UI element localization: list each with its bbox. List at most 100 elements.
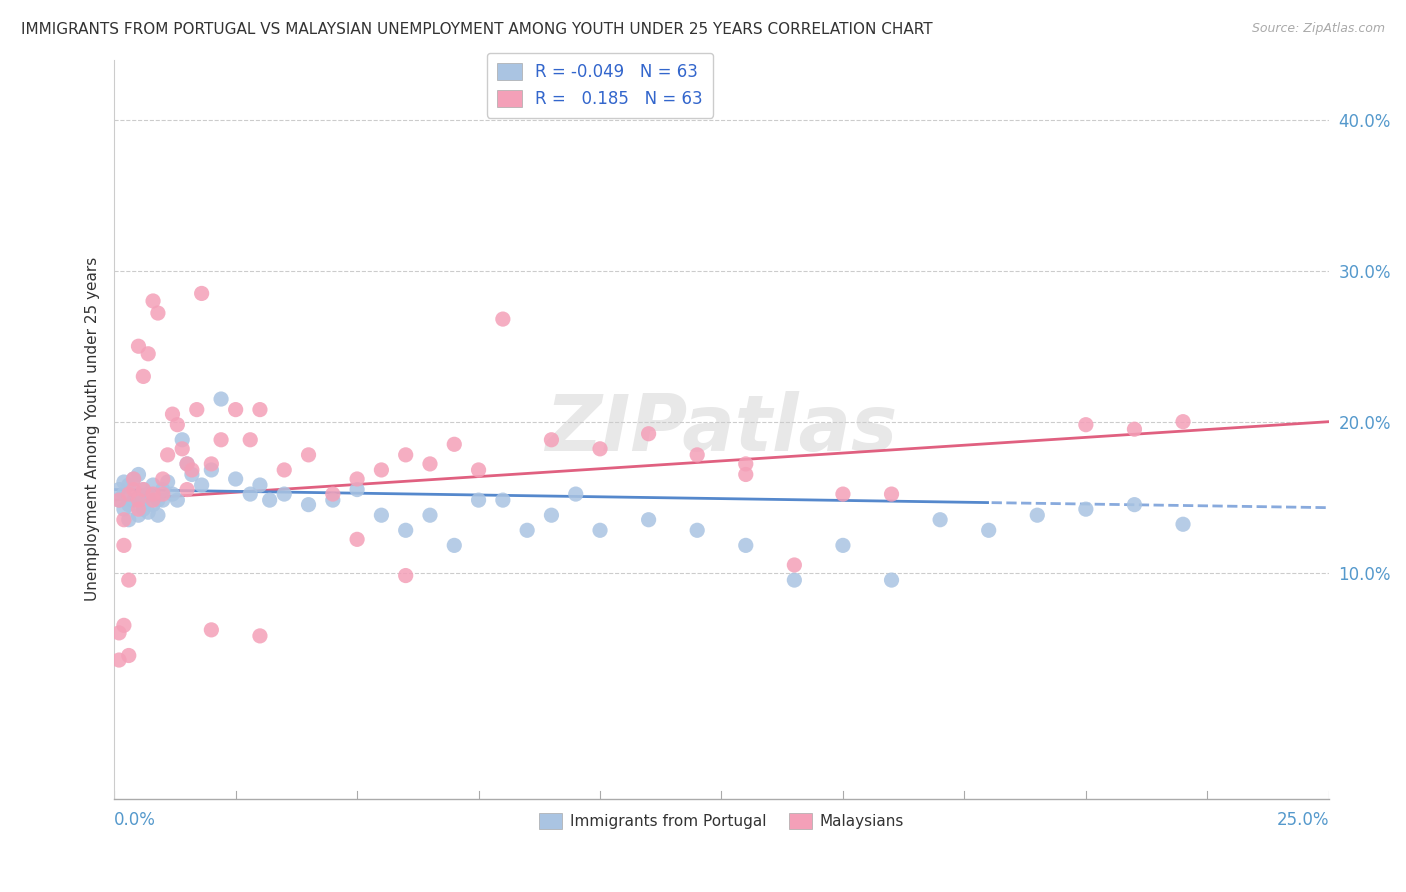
Point — [136, 487, 159, 501]
Point — [112, 475, 135, 489]
Point — [127, 508, 149, 523]
Point — [136, 505, 159, 519]
Point — [127, 502, 149, 516]
Point — [1074, 417, 1097, 432]
Point — [832, 538, 855, 552]
Point — [166, 493, 188, 508]
Point — [783, 558, 806, 572]
Point — [127, 493, 149, 508]
Point — [142, 478, 165, 492]
Point — [146, 493, 169, 508]
Point — [112, 618, 135, 632]
Point — [118, 648, 141, 663]
Point — [467, 493, 489, 508]
Point — [273, 487, 295, 501]
Point — [122, 493, 145, 508]
Point — [136, 347, 159, 361]
Point — [200, 463, 222, 477]
Point — [225, 402, 247, 417]
Point — [118, 573, 141, 587]
Text: IMMIGRANTS FROM PORTUGAL VS MALAYSIAN UNEMPLOYMENT AMONG YOUTH UNDER 25 YEARS CO: IMMIGRANTS FROM PORTUGAL VS MALAYSIAN UN… — [21, 22, 932, 37]
Point — [190, 286, 212, 301]
Point — [686, 448, 709, 462]
Point — [1074, 502, 1097, 516]
Point — [156, 448, 179, 462]
Point — [108, 493, 131, 508]
Point — [239, 487, 262, 501]
Point — [977, 523, 1000, 537]
Point — [152, 487, 174, 501]
Point — [142, 498, 165, 512]
Point — [172, 442, 194, 456]
Point — [132, 502, 155, 516]
Point — [516, 523, 538, 537]
Point — [783, 573, 806, 587]
Point — [118, 487, 141, 501]
Point — [395, 448, 418, 462]
Point — [146, 306, 169, 320]
Point — [686, 523, 709, 537]
Point — [122, 483, 145, 497]
Point — [443, 538, 465, 552]
Point — [176, 483, 198, 497]
Point — [108, 483, 131, 497]
Point — [118, 498, 141, 512]
Point — [492, 312, 515, 326]
Text: 0.0%: 0.0% — [114, 811, 156, 829]
Point — [127, 490, 149, 504]
Y-axis label: Unemployment Among Youth under 25 years: Unemployment Among Youth under 25 years — [86, 257, 100, 601]
Point — [346, 483, 368, 497]
Point — [239, 433, 262, 447]
Point — [395, 568, 418, 582]
Point — [880, 487, 903, 501]
Point — [249, 629, 271, 643]
Point — [540, 508, 562, 523]
Point — [176, 457, 198, 471]
Point — [122, 472, 145, 486]
Point — [132, 483, 155, 497]
Point — [734, 457, 756, 471]
Point — [297, 448, 319, 462]
Point — [564, 487, 586, 501]
Point — [443, 437, 465, 451]
Point — [112, 487, 135, 501]
Point — [540, 433, 562, 447]
Point — [492, 493, 515, 508]
Point — [467, 463, 489, 477]
Point — [734, 538, 756, 552]
Point — [132, 483, 155, 497]
Point — [1123, 422, 1146, 436]
Point — [637, 513, 659, 527]
Point — [112, 538, 135, 552]
Point — [419, 457, 441, 471]
Point — [589, 442, 612, 456]
Point — [395, 523, 418, 537]
Point — [132, 369, 155, 384]
Point — [249, 478, 271, 492]
Point — [176, 457, 198, 471]
Text: Source: ZipAtlas.com: Source: ZipAtlas.com — [1251, 22, 1385, 36]
Point — [1171, 517, 1194, 532]
Point — [142, 293, 165, 308]
Point — [152, 493, 174, 508]
Point — [734, 467, 756, 482]
Point — [162, 407, 184, 421]
Point — [127, 339, 149, 353]
Point — [166, 417, 188, 432]
Point — [1026, 508, 1049, 523]
Point — [108, 493, 131, 508]
Point — [637, 426, 659, 441]
Point — [190, 478, 212, 492]
Point — [880, 573, 903, 587]
Point — [108, 653, 131, 667]
Point — [108, 626, 131, 640]
Point — [322, 493, 344, 508]
Point — [1123, 498, 1146, 512]
Point — [209, 433, 232, 447]
Point — [200, 623, 222, 637]
Point — [132, 493, 155, 508]
Point — [346, 533, 368, 547]
Point — [181, 463, 204, 477]
Point — [142, 487, 165, 501]
Point — [152, 472, 174, 486]
